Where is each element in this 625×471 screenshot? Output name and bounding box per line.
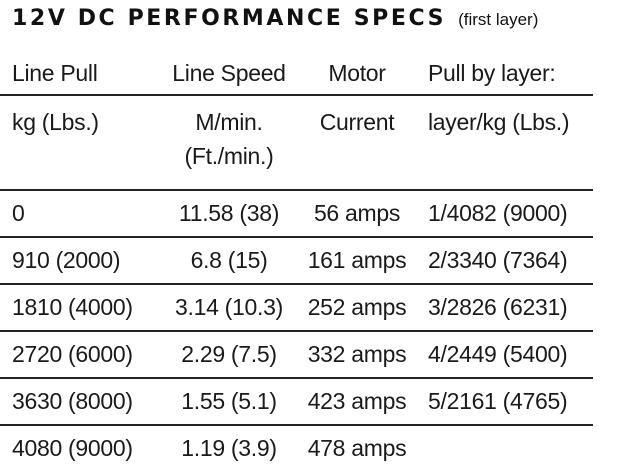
cell-line-pull: 3630 (8000)	[0, 378, 160, 426]
cell-line-pull: 1810 (4000)	[0, 284, 160, 332]
cell-line-speed: 1.55 (5.1)	[160, 378, 298, 426]
table-row: 1810 (4000) 3.14 (10.3) 252 amps 3/2826 …	[0, 284, 593, 332]
table-header-row: Line Pull Line Speed Motor Pull by layer…	[0, 52, 593, 96]
cell-pull-by-layer	[416, 425, 593, 471]
cell-pull-by-layer: 5/2161 (4765)	[416, 378, 593, 426]
table-row: 4080 (9000) 1.19 (3.9) 478 amps	[0, 425, 593, 471]
header-pull-by-layer: Pull by layer:	[416, 52, 593, 96]
performance-specs-table: Line Pull Line Speed Motor Pull by layer…	[0, 52, 593, 471]
cell-line-speed: 11.58 (38)	[160, 190, 298, 238]
cell-motor-current: 478 amps	[307, 435, 407, 461]
spec-title-main: 12V DC PERFORMANCE SPECS	[12, 6, 447, 31]
cell-motor-current: 161 amps	[298, 237, 416, 285]
table-header-units-row: kg (Lbs.) M/min. (Ft./min.) Current laye…	[0, 95, 593, 191]
spec-title: 12V DC PERFORMANCE SPECS (first layer)	[12, 6, 538, 42]
cell-line-speed: 3.14 (10.3)	[160, 284, 298, 332]
header-pull-by-layer-unit: layer/kg (Lbs.)	[416, 95, 593, 191]
cell-line-speed: 2.29 (7.5)	[160, 331, 298, 379]
cell-pull-by-layer: 3/2826 (6231)	[416, 284, 593, 332]
header-motor: Motor	[298, 52, 416, 96]
cell-pull-by-layer: 4/2449 (5400)	[416, 331, 593, 379]
table-row: 3630 (8000) 1.55 (5.1) 423 amps 5/2161 (…	[0, 378, 593, 426]
header-motor-unit: Current	[298, 95, 416, 191]
cell-pull-by-layer: 1/4082 (9000)	[416, 190, 593, 238]
table-row: 910 (2000) 6.8 (15) 161 amps 2/3340 (736…	[0, 237, 593, 285]
cell-line-speed: 1.19 (3.9)	[181, 435, 277, 461]
spec-title-subtitle: (first layer)	[458, 10, 539, 29]
header-line-speed-unit-imperial: (Ft./min.)	[184, 143, 274, 169]
header-line-pull: Line Pull	[0, 52, 160, 96]
table-row: 0 11.58 (38) 56 amps 1/4082 (9000)	[0, 190, 593, 238]
cell-line-pull: 4080 (9000)	[12, 435, 133, 461]
cell-motor-current: 56 amps	[298, 190, 416, 238]
table-row: 2720 (6000) 2.29 (7.5) 332 amps 4/2449 (…	[0, 331, 593, 379]
cell-line-pull: 910 (2000)	[0, 237, 160, 285]
cell-line-speed: 6.8 (15)	[160, 237, 298, 285]
cell-motor-current: 423 amps	[298, 378, 416, 426]
cell-pull-by-layer: 2/3340 (7364)	[416, 237, 593, 285]
header-line-pull-unit: kg (Lbs.)	[0, 95, 160, 191]
header-line-speed-unit: M/min. (Ft./min.)	[160, 95, 298, 191]
cell-line-pull: 0	[0, 190, 160, 238]
cell-motor-current: 332 amps	[298, 331, 416, 379]
cell-line-pull: 2720 (6000)	[0, 331, 160, 379]
header-line-speed-unit-metric: M/min.	[195, 109, 263, 135]
header-line-speed: Line Speed	[160, 52, 298, 96]
cell-motor-current: 252 amps	[298, 284, 416, 332]
